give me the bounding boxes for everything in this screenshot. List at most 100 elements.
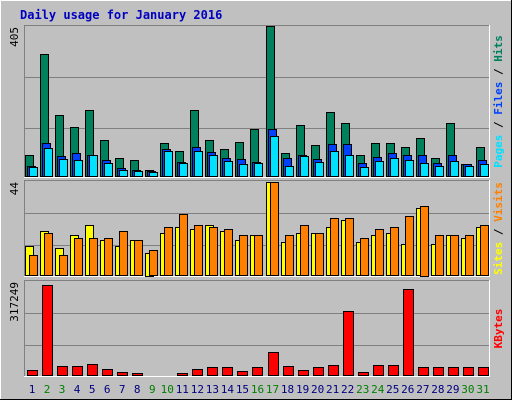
bar-kbytes	[298, 370, 309, 376]
bar-kbytes	[87, 364, 98, 376]
x-tick-label: 30	[461, 383, 474, 396]
bar-kbytes	[102, 369, 113, 376]
x-tick-label: 17	[266, 383, 279, 396]
bar-pages	[149, 172, 158, 177]
bar-visits	[420, 206, 429, 277]
bar-visits	[330, 218, 339, 276]
x-tick-label: 13	[206, 383, 219, 396]
x-tick-label: 16	[251, 383, 264, 396]
legend-files: Files	[492, 82, 505, 115]
chart-title: Daily usage for January 2016	[20, 8, 222, 22]
bar-pages	[420, 163, 429, 177]
bar-pages	[209, 155, 218, 177]
x-tick-label: 3	[59, 383, 66, 396]
bar-visits	[315, 233, 324, 276]
bar-kbytes	[418, 367, 429, 376]
legend-pages: Pages	[492, 135, 505, 168]
legend-separator: /	[492, 115, 505, 135]
legend: Sites / Visits	[492, 182, 505, 275]
bar-visits	[270, 182, 279, 276]
bar-kbytes	[237, 371, 248, 376]
bar-pages	[254, 163, 263, 177]
bar-pages	[480, 164, 489, 177]
x-tick-label: 15	[236, 383, 249, 396]
legend-separator: /	[492, 222, 505, 242]
bar-pages	[134, 171, 143, 177]
x-tick-label: 24	[371, 383, 385, 396]
bar-visits	[29, 255, 38, 276]
legend-hits: Hits	[492, 35, 505, 62]
bar-pages	[300, 156, 309, 177]
bar-visits	[134, 240, 143, 276]
bar-kbytes	[268, 352, 279, 376]
bar-visits	[164, 227, 173, 276]
x-tick-label: 19	[296, 383, 309, 396]
x-tick-label: 25	[386, 383, 399, 396]
legend: KBytes	[492, 309, 505, 349]
bar-kbytes	[358, 372, 369, 376]
x-tick-label: 18	[281, 383, 294, 396]
x-tick-label: 31	[476, 383, 489, 396]
bar-visits	[74, 238, 83, 276]
bar-kbytes	[343, 311, 354, 376]
bar-kbytes	[177, 373, 188, 376]
bar-visits	[59, 255, 68, 276]
legend-visits: Visits	[492, 182, 505, 222]
bar-pages	[435, 166, 444, 177]
bar-pages	[285, 166, 294, 177]
bar-kbytes	[328, 365, 339, 376]
bar-visits	[149, 250, 158, 276]
bar-kbytes	[283, 366, 294, 376]
bar-pages	[89, 155, 98, 177]
bar-pages	[194, 151, 203, 177]
x-tick-label: 10	[161, 383, 174, 396]
bar-kbytes	[27, 370, 38, 376]
bar-pages	[44, 148, 53, 177]
bar-visits	[239, 235, 248, 276]
x-tick-label: 29	[446, 383, 459, 396]
bar-pages	[179, 163, 188, 177]
bar-pages	[315, 162, 324, 177]
bar-kbytes	[207, 367, 218, 376]
bar-kbytes	[478, 367, 489, 376]
bar-kbytes	[313, 367, 324, 376]
bar-pages	[239, 164, 248, 177]
bar-visits	[209, 227, 218, 276]
bar-visits	[44, 233, 53, 276]
bar-visits	[104, 238, 113, 276]
bar-visits	[450, 235, 459, 276]
bar-visits	[224, 229, 233, 276]
x-tick-label: 6	[104, 383, 111, 396]
bar-pages	[164, 151, 173, 177]
bar-kbytes	[222, 367, 233, 376]
bar-kbytes	[403, 289, 414, 376]
bar-pages	[375, 161, 384, 177]
x-tick-label: 14	[221, 383, 235, 396]
bar-pages	[390, 158, 399, 177]
bar-visits	[254, 235, 263, 276]
bar-visits	[375, 229, 384, 276]
y-max-label: 44	[8, 182, 21, 196]
bar-visits	[405, 216, 414, 276]
x-tick-label: 9	[149, 383, 156, 396]
bar-visits	[480, 225, 489, 276]
bar-kbytes	[448, 367, 459, 376]
panel-background	[24, 280, 490, 377]
bar-visits	[435, 235, 444, 276]
bar-pages	[59, 159, 68, 177]
bar-visits	[300, 225, 309, 276]
bar-pages	[270, 136, 279, 177]
x-tick-label: 23	[356, 383, 369, 396]
bar-pages	[119, 170, 128, 177]
bar-pages	[330, 151, 339, 177]
x-tick-label: 5	[89, 383, 96, 396]
x-tick-label: 27	[416, 383, 429, 396]
bar-pages	[360, 167, 369, 177]
legend-sites: Sites	[492, 242, 505, 275]
x-tick-label: 4	[74, 383, 81, 396]
x-tick-label: 22	[341, 383, 354, 396]
bar-kbytes	[72, 366, 83, 376]
bar-pages	[405, 160, 414, 177]
bar-visits	[390, 227, 399, 276]
